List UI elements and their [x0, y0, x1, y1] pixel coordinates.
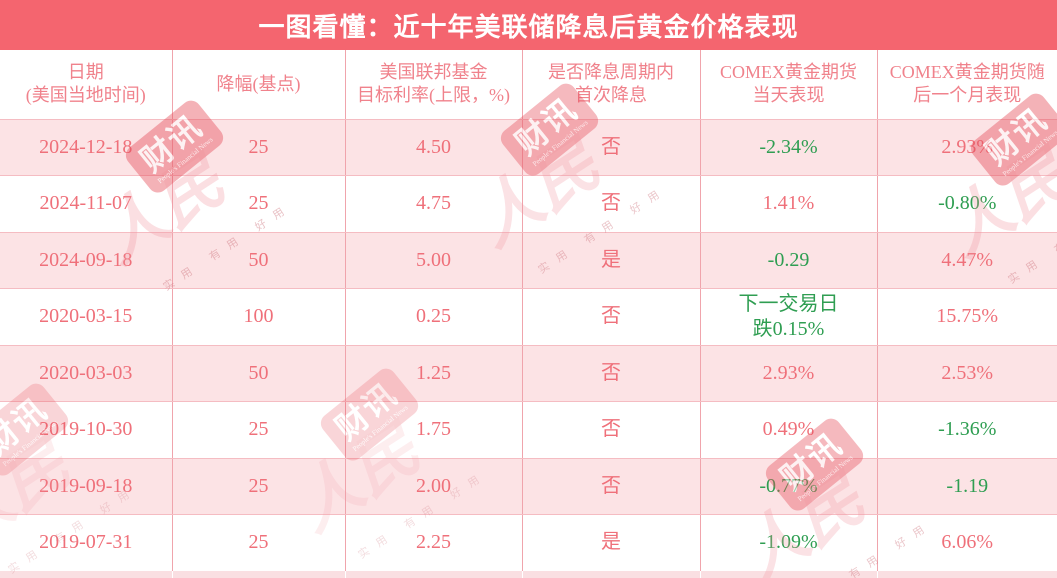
table-cell: 否: [521, 458, 700, 515]
table-header-row: 日期 (美国当地时间) 降幅(基点) 美国联邦基金 目标利率(上限，%) 是否降…: [0, 50, 1057, 120]
title-bar: 一图看懂：近十年美联储降息后黄金价格表现: [0, 0, 1057, 50]
table-cell: 2019-10-30: [0, 401, 172, 459]
table-cell: 25: [171, 401, 345, 459]
table-cell: 是: [521, 232, 700, 289]
col-header-date: 日期 (美国当地时间): [0, 50, 172, 120]
table-cell: 2.25: [344, 514, 522, 572]
table-cell: 4.47%: [876, 232, 1057, 289]
table-cell: 0.25: [344, 288, 522, 346]
table-cell: 2024-12-18: [0, 119, 172, 176]
table-cell: -1.36%: [876, 401, 1057, 459]
page-title: 一图看懂：近十年美联储降息后黄金价格表现: [258, 12, 799, 42]
table-cell: 50: [171, 232, 345, 289]
table-row: 2020-03-15 100 0.25 否下一交易日 跌0.15% 15.75%: [0, 288, 1057, 346]
table-row: 2019-09-18 25 2.00 否 -0.77% -1.19: [0, 458, 1057, 515]
table-cell: 2.00: [344, 458, 522, 515]
table-row: 2019-07-31 25 2.25 是 -1.09% 6.06%: [0, 514, 1057, 572]
table-cell: -1.19: [876, 458, 1057, 515]
table-cell: 2024-09-18: [0, 232, 172, 289]
table-cell: 25: [171, 175, 345, 233]
col-header-same-day-perf: COMEX黄金期货 当天表现: [699, 50, 877, 120]
table-cell: -0.29: [699, 232, 877, 289]
table-row: 2024-11-07 25 4.75 否 1.41% -0.80%: [0, 175, 1057, 233]
rate-cut-gold-table: 日期 (美国当地时间) 降幅(基点) 美国联邦基金 目标利率(上限，%) 是否降…: [0, 50, 1057, 572]
table-cell: 2019-09-18: [0, 458, 172, 515]
table-cell: -0.77%: [699, 458, 877, 515]
table-cell: 否: [521, 175, 700, 233]
table-cell: 1.75: [344, 401, 522, 459]
col-header-first-cut: 是否降息周期内 首次降息: [521, 50, 700, 120]
col-header-target-rate: 美国联邦基金 目标利率(上限，%): [344, 50, 522, 120]
table-cell: 50: [171, 345, 345, 402]
table-cell: 1.41%: [699, 175, 877, 233]
table-cell: 25: [171, 458, 345, 515]
table-cell: -0.80%: [876, 175, 1057, 233]
table-cell: 4.75: [344, 175, 522, 233]
table-cell: 下一交易日 跌0.15%: [699, 288, 877, 346]
table-cell: 6.06%: [876, 514, 1057, 572]
table-cell: 5.00: [344, 232, 522, 289]
table-cell: 1.25: [344, 345, 522, 402]
table-cell: 否: [521, 119, 700, 176]
table-cell: 100: [171, 288, 345, 346]
table-cell: 否: [521, 401, 700, 459]
col-header-cut-bp: 降幅(基点): [171, 50, 345, 120]
col-header-next-month-perf: COMEX黄金期货随 后一个月表现: [876, 50, 1057, 120]
table-cell: 2020-03-15: [0, 288, 172, 346]
table-row: 2020-03-03 50 1.25 否 2.93% 2.53%: [0, 345, 1057, 402]
table-cell: 2.93%: [699, 345, 877, 402]
table-cell: 25: [171, 514, 345, 572]
table-cell: 0.49%: [699, 401, 877, 459]
table-cell: 2.93%: [876, 119, 1057, 176]
table-cell: 4.50: [344, 119, 522, 176]
table-row: 2024-12-18 25 4.50 否 -2.34% 2.93%: [0, 119, 1057, 176]
table-cell: 2024-11-07: [0, 175, 172, 233]
table-cell: -1.09%: [699, 514, 877, 572]
table-row: 2024-09-18 50 5.00 是 -0.29 4.47%: [0, 232, 1057, 289]
table-cell: -2.34%: [699, 119, 877, 176]
table-cell: 2019-07-31: [0, 514, 172, 572]
table-cell: 否: [521, 288, 700, 346]
table-cell: 否: [521, 345, 700, 402]
table-row: 2019-10-30 25 1.75 否 0.49% -1.36%: [0, 401, 1057, 459]
table-cell: 2.53%: [876, 345, 1057, 402]
table-cell: 25: [171, 119, 345, 176]
table-cell: 15.75%: [876, 288, 1057, 346]
table-cell: 是: [521, 514, 700, 572]
table-cell: 2020-03-03: [0, 345, 172, 402]
bottom-strip: [0, 571, 1057, 578]
